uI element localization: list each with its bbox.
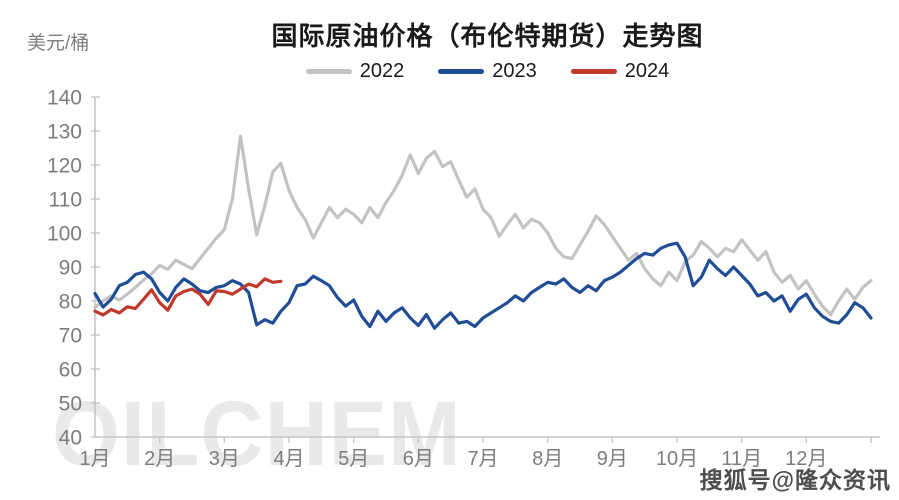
y-tick-label: 70 [59,325,82,348]
legend-label-2022: 2022 [359,60,405,82]
legend-swatch-2023 [438,69,485,74]
y-tick-label: 50 [59,393,82,416]
legend-label-2024: 2024 [624,60,670,82]
x-tick-label: 9月 [597,448,628,470]
x-tick-label: 4月 [273,448,304,470]
legend: 2022 2023 2024 [95,60,880,83]
x-tick-label: 12月 [785,448,827,470]
y-tick-label: 90 [59,257,82,280]
souhu-watermark: 搜狐号@隆众资讯 [699,467,891,493]
x-tick-label: 8月 [532,448,563,470]
y-axis-unit-label: 美元/桶 [27,33,90,54]
y-tick-label: 80 [59,291,82,314]
y-tick-label: 130 [47,121,82,144]
oilchem-watermark: OILCHEM [52,383,462,485]
legend-label-2023: 2023 [492,60,537,82]
x-tick-label: 10月 [656,448,698,470]
y-tick-label: 110 [49,189,82,212]
x-tick-label: 7月 [467,448,498,470]
series-line-2023 [93,241,873,330]
legend-item-2022: 2022 [305,60,405,83]
x-tick-label: 2月 [144,448,175,470]
x-tick-label: 6月 [403,448,434,470]
x-tick-label: 11月 [721,448,762,470]
series-line-2024 [93,277,283,317]
x-tick-label: 1月 [79,448,110,470]
y-tick-label: 60 [59,359,82,382]
chart-title: 国际原油价格（布伦特期货）走势图 [271,21,704,51]
y-tick-label: 120 [47,155,82,178]
legend-item-2024: 2024 [570,60,670,83]
legend-swatch-2022 [305,69,352,74]
y-tick-label: 140 [47,87,82,110]
series-line-2022 [93,134,873,317]
y-tick-label: 40 [59,427,82,450]
x-tick-label: 5月 [338,448,369,470]
x-tick-label: 3月 [209,448,240,470]
legend-swatch-2024 [570,69,617,74]
legend-item-2023: 2023 [438,60,537,83]
y-tick-label: 100 [47,223,82,246]
